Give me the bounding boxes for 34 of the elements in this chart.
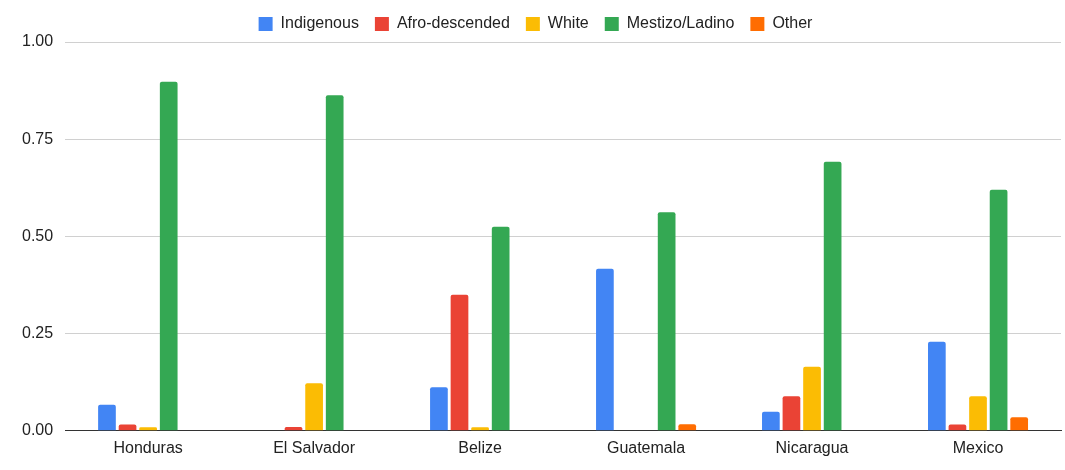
- bar: [430, 387, 448, 431]
- legend-label: Other: [772, 14, 814, 32]
- bar: [450, 294, 469, 431]
- legend-label: Afro-descended: [396, 14, 510, 32]
- bar: [762, 411, 780, 431]
- x-tick-label: Mexico: [952, 438, 1004, 456]
- bar: [596, 268, 614, 431]
- bar: [928, 341, 946, 431]
- bar: [305, 383, 323, 431]
- x-tick-label: Belize: [458, 438, 502, 456]
- bar: [657, 212, 676, 431]
- bar: [491, 226, 510, 431]
- bar: [98, 404, 116, 431]
- bar: [969, 396, 987, 431]
- bar: [803, 366, 821, 431]
- bar: [678, 424, 697, 431]
- y-tick-label: 0.25: [22, 324, 54, 342]
- bar: [823, 161, 842, 431]
- legend-label: White: [547, 14, 589, 32]
- y-tick-label: 1.00: [22, 32, 54, 50]
- bar: [325, 95, 344, 431]
- y-tick-label: 0.50: [22, 226, 54, 244]
- legend-label: Mestizo/Ladino: [626, 14, 735, 32]
- x-tick-label: Honduras: [113, 438, 183, 456]
- y-tick-label: 0.75: [22, 129, 54, 147]
- x-tick-label: Nicaragua: [775, 438, 849, 456]
- x-tick-label: Guatemala: [606, 438, 686, 456]
- x-tick-label: El Salvador: [273, 438, 356, 456]
- legend-label: Indigenous: [280, 14, 359, 32]
- bar: [782, 396, 801, 431]
- bar: [1010, 417, 1029, 431]
- y-tick-label: 0.00: [22, 421, 54, 439]
- bar: [159, 81, 178, 431]
- bar: [989, 189, 1008, 431]
